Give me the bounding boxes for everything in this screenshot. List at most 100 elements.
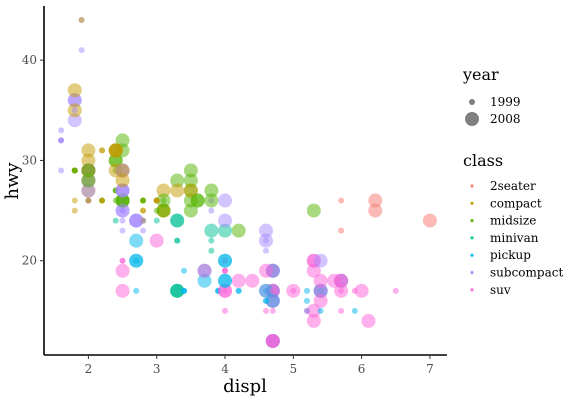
x-tick-label: 4 bbox=[221, 362, 229, 376]
data-point bbox=[208, 247, 215, 254]
data-point bbox=[313, 293, 328, 308]
data-point bbox=[222, 307, 229, 314]
legend-title-class: class bbox=[463, 151, 503, 170]
data-point bbox=[351, 287, 358, 294]
legend-key-class bbox=[470, 184, 474, 188]
data-point bbox=[78, 47, 85, 54]
data-point bbox=[368, 193, 383, 208]
data-point bbox=[245, 273, 260, 288]
data-point bbox=[149, 233, 164, 248]
data-point bbox=[153, 197, 160, 204]
data-point bbox=[258, 223, 273, 238]
legend-key-class bbox=[470, 201, 474, 205]
data-point bbox=[58, 127, 65, 134]
data-point bbox=[129, 233, 144, 248]
legend: year 1999 2008 class 2seater compact midsize mi… bbox=[462, 65, 563, 297]
data-point bbox=[81, 183, 96, 198]
data-point bbox=[115, 193, 130, 208]
data-point bbox=[156, 183, 171, 198]
data-point bbox=[222, 267, 229, 274]
data-point bbox=[306, 303, 321, 318]
data-point bbox=[67, 83, 82, 98]
data-point bbox=[181, 267, 188, 274]
data-point bbox=[231, 273, 246, 288]
data-point bbox=[119, 227, 126, 234]
data-point bbox=[354, 283, 369, 298]
y-tick-label: 40 bbox=[22, 53, 37, 67]
data-point bbox=[303, 307, 310, 314]
data-point bbox=[108, 143, 123, 158]
data-point bbox=[258, 263, 273, 278]
data-point bbox=[361, 313, 376, 328]
data-point bbox=[286, 283, 301, 298]
legend-title-year: year bbox=[462, 65, 499, 84]
data-point bbox=[81, 153, 96, 168]
data-point bbox=[231, 223, 246, 238]
data-point bbox=[313, 283, 328, 298]
data-point bbox=[306, 263, 321, 278]
legend-label-class: compact bbox=[490, 196, 542, 210]
data-point bbox=[170, 183, 185, 198]
data-point bbox=[67, 93, 82, 108]
points-layer bbox=[58, 17, 437, 348]
data-point bbox=[115, 283, 130, 298]
data-point bbox=[338, 307, 345, 314]
x-tick-label: 5 bbox=[289, 362, 297, 376]
data-point bbox=[269, 307, 276, 314]
data-point bbox=[422, 213, 437, 228]
legend-label-class: pickup bbox=[490, 248, 531, 262]
data-point bbox=[183, 173, 198, 188]
data-point bbox=[170, 213, 185, 228]
data-point bbox=[115, 163, 130, 178]
data-point bbox=[265, 333, 280, 348]
data-point bbox=[140, 197, 147, 204]
data-point bbox=[334, 273, 349, 288]
data-point bbox=[156, 203, 171, 218]
data-point bbox=[108, 153, 123, 168]
data-point bbox=[99, 147, 106, 154]
data-point bbox=[140, 207, 147, 214]
data-point bbox=[81, 173, 96, 188]
data-point bbox=[351, 307, 358, 314]
data-point bbox=[115, 203, 130, 218]
data-point bbox=[313, 253, 328, 268]
data-point bbox=[115, 173, 130, 188]
legend-label-class: subcompact bbox=[490, 266, 563, 280]
data-point bbox=[269, 287, 276, 294]
data-point bbox=[115, 183, 130, 198]
data-point bbox=[218, 223, 233, 238]
data-point bbox=[58, 167, 65, 174]
data-point bbox=[197, 263, 212, 278]
data-point bbox=[140, 227, 147, 234]
y-tick-label: 20 bbox=[22, 254, 37, 268]
data-point bbox=[218, 253, 233, 268]
legend-key-year bbox=[469, 99, 475, 105]
data-point bbox=[112, 217, 119, 224]
y-axis-title: hwy bbox=[2, 162, 23, 200]
data-point bbox=[153, 207, 160, 214]
data-point bbox=[115, 133, 130, 148]
legend-label-class: midsize bbox=[490, 214, 536, 228]
data-point bbox=[218, 213, 233, 228]
data-point bbox=[190, 193, 205, 208]
data-point bbox=[153, 217, 160, 224]
data-point bbox=[71, 207, 78, 214]
x-tick-label: 2 bbox=[85, 362, 93, 376]
data-point bbox=[81, 143, 96, 158]
data-point bbox=[115, 263, 130, 278]
data-point bbox=[174, 237, 181, 244]
data-point bbox=[306, 203, 321, 218]
data-point bbox=[85, 197, 92, 204]
data-point bbox=[67, 113, 82, 128]
data-point bbox=[71, 167, 78, 174]
data-point bbox=[208, 207, 215, 214]
data-point bbox=[181, 287, 188, 294]
data-point bbox=[183, 203, 198, 218]
legend-key-class bbox=[470, 288, 474, 292]
data-point bbox=[306, 313, 321, 328]
data-point bbox=[235, 287, 242, 294]
data-point bbox=[208, 237, 215, 244]
legend-label-year: 1999 bbox=[490, 95, 521, 109]
